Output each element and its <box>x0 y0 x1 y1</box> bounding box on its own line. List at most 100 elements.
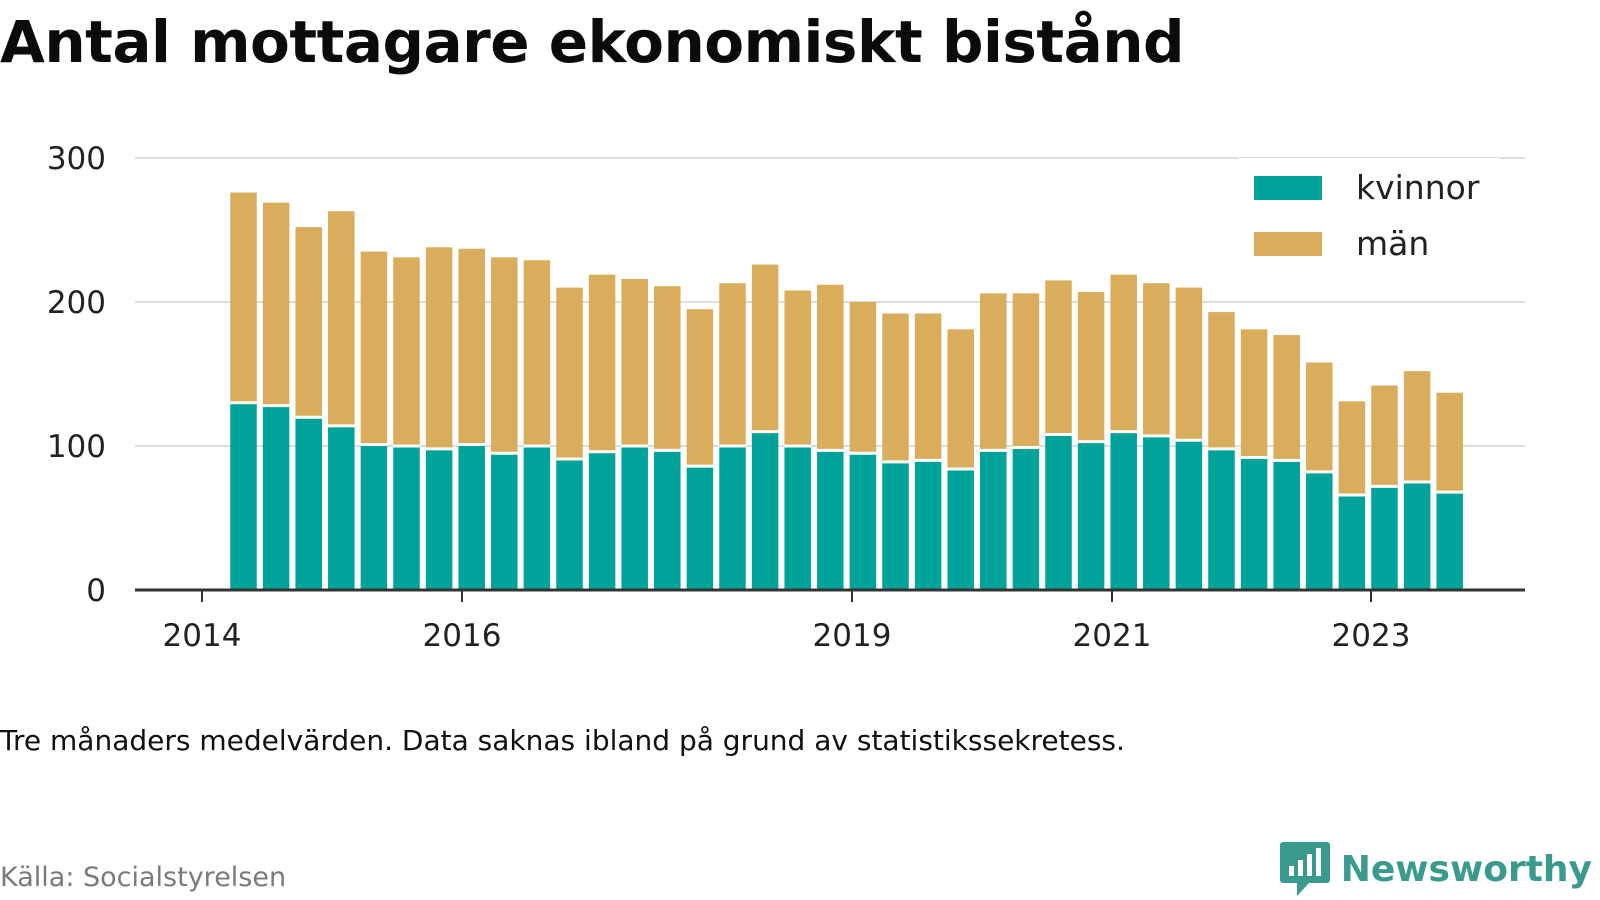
bar-kvinnor <box>262 405 290 590</box>
bar-man <box>719 283 746 446</box>
bar-man <box>1208 312 1235 449</box>
y-tick-label: 100 <box>47 429 106 465</box>
bar-man <box>1077 291 1105 442</box>
bar-kvinnor <box>914 460 942 590</box>
bar-man <box>784 290 811 446</box>
bar-kvinnor <box>1143 435 1170 590</box>
bar-kvinnor <box>1077 441 1105 590</box>
bar-man <box>621 278 648 446</box>
legend-label: kvinnor <box>1356 168 1480 207</box>
bar-man <box>980 293 1007 451</box>
bar-man <box>523 260 551 446</box>
bar-kvinnor <box>882 461 909 590</box>
bar-kvinnor <box>1175 440 1203 590</box>
bar-kvinnor <box>686 466 714 590</box>
bar-kvinnor <box>1403 482 1431 590</box>
bar-man <box>849 302 877 454</box>
bar-kvinnor <box>719 446 746 590</box>
bar-man <box>1436 392 1463 493</box>
bar-kvinnor <box>556 458 583 590</box>
bar-kvinnor <box>295 417 322 590</box>
bar-kvinnor <box>1371 486 1398 590</box>
brand-name: Newsworthy <box>1340 848 1592 890</box>
bar-kvinnor <box>751 431 779 590</box>
bar-man <box>360 251 388 445</box>
bar-man <box>556 287 583 459</box>
bar-man <box>1175 287 1203 441</box>
bar-kvinnor <box>393 446 420 590</box>
bar-kvinnor <box>1045 434 1072 590</box>
x-tick-label: 2019 <box>813 618 892 654</box>
bar-man <box>1110 274 1137 432</box>
y-tick-label: 0 <box>86 573 106 609</box>
bar-man <box>914 313 942 461</box>
newsworthy-logo-icon <box>1279 842 1330 896</box>
bar-man <box>491 257 518 454</box>
legend: kvinnor män <box>1238 158 1500 274</box>
bar-kvinnor <box>1273 460 1300 590</box>
bar-man <box>1306 362 1333 472</box>
bar-kvinnor <box>947 469 974 590</box>
bar-kvinnor <box>849 453 877 590</box>
bar-man <box>1338 401 1366 495</box>
bar-man <box>295 227 322 418</box>
bar-kvinnor <box>328 425 355 590</box>
bars <box>230 192 1463 590</box>
x-tick-label: 2014 <box>163 618 242 654</box>
bar-man <box>262 202 290 406</box>
bar-kvinnor <box>980 450 1007 590</box>
bar-kvinnor <box>1240 457 1268 590</box>
bar-kvinnor <box>1306 471 1333 590</box>
stacked-bar-chart: 0 100 200 300 2014 2016 2019 2021 2023 kvinnor m… <box>47 141 1525 654</box>
bar-man <box>1403 371 1431 482</box>
bar-man <box>393 257 420 446</box>
chart-title: Antal mottagare ekonomiskt bistånd <box>0 8 1185 76</box>
bar-kvinnor <box>425 448 453 590</box>
bar-man <box>686 309 714 467</box>
x-tick-label: 2016 <box>423 618 502 654</box>
bar-kvinnor <box>491 453 518 590</box>
chart-note: Tre månaders medelvärden. Data saknas ib… <box>0 724 1125 757</box>
bar-man <box>751 264 779 432</box>
bar-kvinnor <box>230 402 257 590</box>
bar-man <box>882 313 909 462</box>
bar-man <box>1371 385 1398 487</box>
bar-man <box>328 211 355 426</box>
bar-man <box>1012 293 1040 448</box>
bar-kvinnor <box>1208 448 1235 590</box>
bar-man <box>1143 283 1170 436</box>
bar-kvinnor <box>458 444 485 590</box>
bar-kvinnor <box>360 444 388 590</box>
bar-kvinnor <box>654 450 681 590</box>
bar-man <box>1240 329 1268 458</box>
legend-swatch-kvinnor <box>1254 176 1322 200</box>
legend-label: män <box>1356 224 1429 263</box>
bar-man <box>425 247 453 449</box>
bar-man <box>1045 280 1072 435</box>
legend-swatch-man <box>1254 232 1322 256</box>
y-tick-label: 300 <box>47 141 106 177</box>
bar-man <box>230 192 257 403</box>
y-tick-label: 200 <box>47 285 106 321</box>
x-axis: 2014 2016 2019 2021 2023 <box>135 588 1525 654</box>
bar-man <box>817 284 844 451</box>
bar-kvinnor <box>1012 447 1040 590</box>
bar-kvinnor <box>784 446 811 590</box>
bar-man <box>588 274 616 452</box>
bar-man <box>1273 335 1300 461</box>
bar-kvinnor <box>1338 494 1366 590</box>
bar-man <box>654 286 681 451</box>
bar-man <box>458 248 485 445</box>
x-tick-label: 2023 <box>1332 618 1411 654</box>
bar-kvinnor <box>1110 431 1137 590</box>
brand-logo: Newsworthy <box>1279 840 1592 898</box>
bar-kvinnor <box>1436 492 1463 590</box>
source-credit: Källa: Socialstyrelsen <box>0 862 287 893</box>
bar-kvinnor <box>588 451 616 590</box>
bar-kvinnor <box>817 450 844 590</box>
bar-kvinnor <box>523 446 551 590</box>
bar-man <box>947 329 974 470</box>
bar-kvinnor <box>621 446 648 590</box>
x-tick-label: 2021 <box>1073 618 1152 654</box>
y-axis-ticks: 0 100 200 300 <box>47 141 106 609</box>
